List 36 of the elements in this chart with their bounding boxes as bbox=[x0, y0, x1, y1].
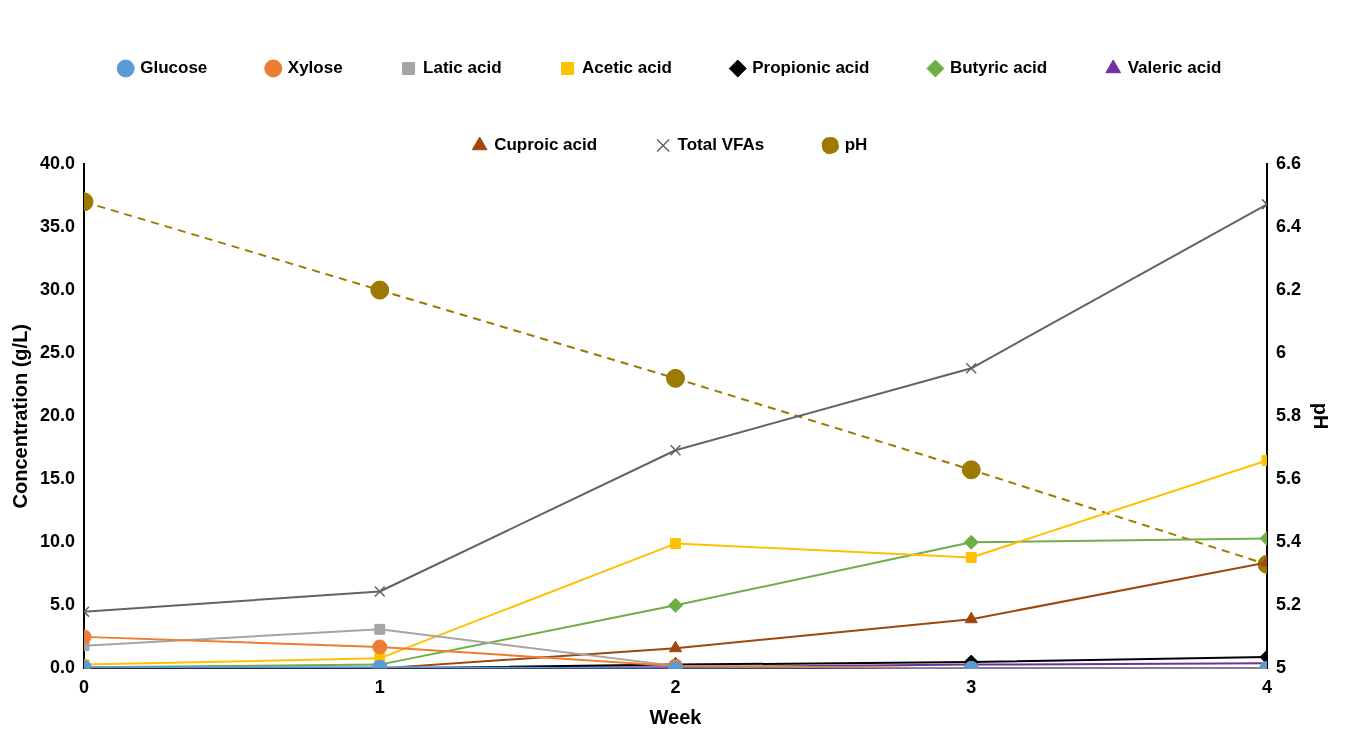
y-tick-label: 35.0 bbox=[39, 216, 76, 237]
x-tick-label: 4 bbox=[1261, 677, 1272, 698]
legend-label: Glucose bbox=[140, 58, 208, 78]
y2-tick-label: 6.6 bbox=[1275, 152, 1302, 173]
x-tick-label: 1 bbox=[374, 677, 385, 698]
legend-label: Propionic acid bbox=[752, 58, 870, 78]
y2-tick-label: 6.4 bbox=[1275, 216, 1302, 237]
y-tick-label: 0.0 bbox=[50, 657, 76, 678]
legend-label: Butyric acid bbox=[949, 58, 1048, 78]
y2-tick-label: 5.2 bbox=[1275, 594, 1302, 615]
y2-tick-label: 5 bbox=[1275, 657, 1286, 678]
y-tick-label: 25.0 bbox=[39, 342, 76, 363]
y-tick-label: 20.0 bbox=[39, 405, 76, 426]
x-tick-label: 3 bbox=[966, 677, 977, 698]
legend-label: Total VFAs bbox=[677, 135, 765, 155]
y2-tick-label: 5.4 bbox=[1275, 531, 1302, 552]
x-tick-label: 2 bbox=[670, 677, 681, 698]
y-tick-label: 10.0 bbox=[39, 531, 76, 552]
y2-tick-label: 6 bbox=[1275, 342, 1286, 363]
y-tick-label: 30.0 bbox=[39, 279, 76, 300]
y2-tick-label: 5.6 bbox=[1275, 468, 1302, 489]
y-tick-label: 5.0 bbox=[50, 594, 76, 615]
x-axis-title: Week bbox=[649, 705, 703, 728]
y2-axis-title: pH bbox=[1310, 402, 1333, 430]
legend-label: pH bbox=[844, 135, 868, 155]
legend-label: Valeric acid bbox=[1127, 58, 1222, 78]
y2-tick-label: 6.2 bbox=[1275, 279, 1302, 300]
y-tick-label: 15.0 bbox=[39, 468, 76, 489]
legend-label: Acetic acid bbox=[582, 58, 672, 78]
y-axis-title: Concentration (g/L) bbox=[8, 323, 31, 509]
y-tick-label: 40.0 bbox=[39, 152, 76, 173]
legend-label: Xylose bbox=[287, 58, 343, 78]
legend-label: Latic acid bbox=[423, 58, 502, 78]
legend-label: Cuproic acid bbox=[494, 135, 598, 155]
x-tick-label: 0 bbox=[79, 677, 90, 698]
y2-tick-label: 5.8 bbox=[1275, 405, 1302, 426]
